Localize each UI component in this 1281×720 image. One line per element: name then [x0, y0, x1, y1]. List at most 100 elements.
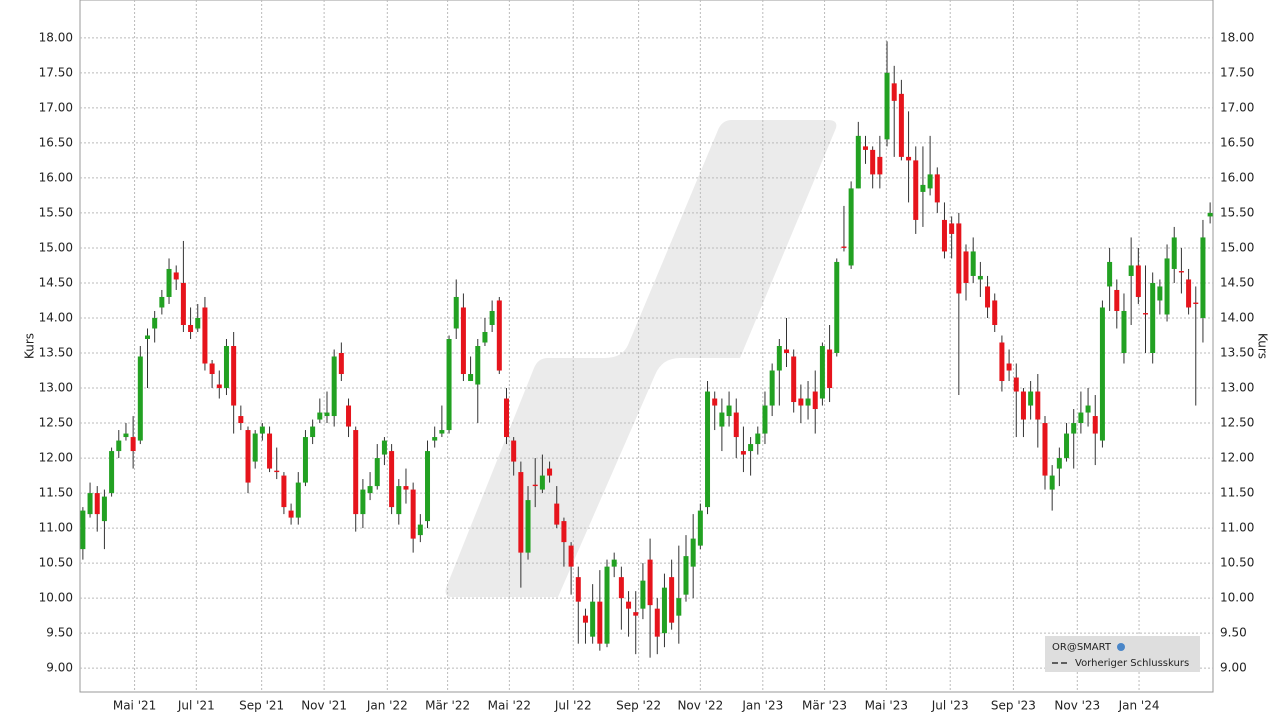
y-tick-label: 10.50 — [39, 556, 73, 570]
y-tick-label: 12.50 — [39, 416, 73, 430]
candle-body — [130, 437, 136, 452]
candle-body — [302, 437, 308, 483]
candle-body — [532, 484, 538, 487]
candle-body — [446, 338, 452, 431]
candle-body — [1006, 363, 1012, 371]
candle-body — [209, 363, 215, 375]
candle-body — [913, 160, 919, 220]
candle-body — [432, 437, 438, 441]
candle-body — [611, 559, 617, 567]
y-tick-label: 16.00 — [39, 170, 73, 184]
candle-body — [985, 286, 991, 308]
candle-body — [891, 83, 897, 101]
y2-tick-label: 15.00 — [1220, 240, 1254, 254]
y2-tick-label: 9.50 — [1220, 626, 1247, 640]
candle-body — [1186, 279, 1192, 308]
candle-body — [173, 272, 179, 280]
candle-body — [1157, 286, 1163, 301]
candle-body — [489, 310, 495, 325]
candle-body — [582, 615, 588, 623]
candle-body — [776, 346, 782, 371]
y-tick-label: 12.00 — [39, 451, 73, 465]
x-tick-label: Jul '22 — [554, 699, 592, 713]
candle-body — [633, 612, 639, 616]
candle-body — [144, 335, 150, 339]
y2-tick-label: 11.00 — [1220, 521, 1254, 535]
candle-body — [1042, 423, 1048, 476]
y-axis-label: Kurs — [23, 333, 37, 359]
candle-body — [1178, 271, 1184, 273]
candle-body — [1200, 237, 1206, 318]
y-tick-label: 14.00 — [39, 310, 73, 324]
candle-body — [195, 317, 201, 329]
candle-body — [669, 577, 675, 623]
candle-body — [475, 346, 481, 385]
x-tick-label: Jan '22 — [366, 699, 408, 713]
candle-body — [949, 223, 955, 234]
candle-body — [223, 346, 229, 389]
candle-body — [733, 412, 739, 438]
candle-body — [346, 405, 352, 427]
candle-body — [166, 268, 172, 297]
x-tick-label: Jul '23 — [931, 699, 969, 713]
x-tick-label: Nov '22 — [677, 699, 723, 713]
candle-body — [281, 475, 287, 508]
candle-body — [834, 261, 840, 354]
candle-body — [367, 486, 373, 494]
candle-body — [80, 510, 86, 550]
y2-tick-label: 17.50 — [1220, 65, 1254, 79]
candle-body — [597, 601, 603, 644]
candle-body — [453, 296, 459, 329]
candle-body — [331, 356, 337, 417]
candle-body — [1064, 433, 1070, 459]
candle-body — [1020, 391, 1026, 420]
candle-body — [425, 451, 431, 522]
candle-body — [460, 307, 466, 375]
candle-body — [439, 430, 445, 434]
candle-body — [310, 426, 316, 438]
candle-body — [898, 93, 904, 157]
candle-body — [791, 356, 797, 403]
candle-body — [482, 331, 488, 343]
x-tick-label: Jul '21 — [177, 699, 215, 713]
candle-body — [1171, 237, 1177, 269]
candle-body — [360, 489, 366, 515]
candle-body — [231, 346, 237, 406]
candle-body — [697, 510, 703, 546]
y-tick-label: 17.00 — [39, 100, 73, 114]
candles — [80, 41, 1213, 658]
candle-body — [1035, 391, 1041, 420]
candle-body — [769, 370, 775, 406]
candle-body — [1049, 475, 1055, 490]
candle-body — [906, 156, 912, 161]
candle-body — [870, 149, 876, 175]
candle-body — [1207, 212, 1213, 217]
candle-body — [784, 349, 790, 354]
y2-tick-label: 11.50 — [1220, 486, 1254, 500]
candle-body — [640, 580, 646, 609]
y2-axis-label: Kurs — [1256, 333, 1270, 359]
y-tick-label: 13.50 — [39, 346, 73, 360]
legend-entry: OR@SMART — [1052, 642, 1112, 653]
candle-body — [259, 426, 265, 434]
y-tick-label: 14.50 — [39, 275, 73, 289]
candle-body — [496, 300, 502, 371]
candle-body — [812, 391, 818, 410]
candle-body — [647, 559, 653, 606]
candle-body — [216, 384, 222, 389]
candle-body — [748, 444, 754, 452]
candle-body — [726, 405, 732, 417]
candle-body — [94, 493, 100, 515]
y2-tick-label: 18.00 — [1220, 30, 1254, 44]
x-tick-label: Jan '23 — [741, 699, 783, 713]
candle-body — [661, 587, 667, 634]
candle-body — [1128, 265, 1134, 276]
x-tick-label: Mai '22 — [488, 699, 531, 713]
candle-body — [1092, 416, 1098, 434]
y-tick-label: 10.00 — [39, 591, 73, 605]
candle-body — [1013, 377, 1019, 392]
candle-body — [999, 342, 1005, 382]
candle-body — [101, 496, 107, 522]
candle-body — [267, 433, 273, 469]
